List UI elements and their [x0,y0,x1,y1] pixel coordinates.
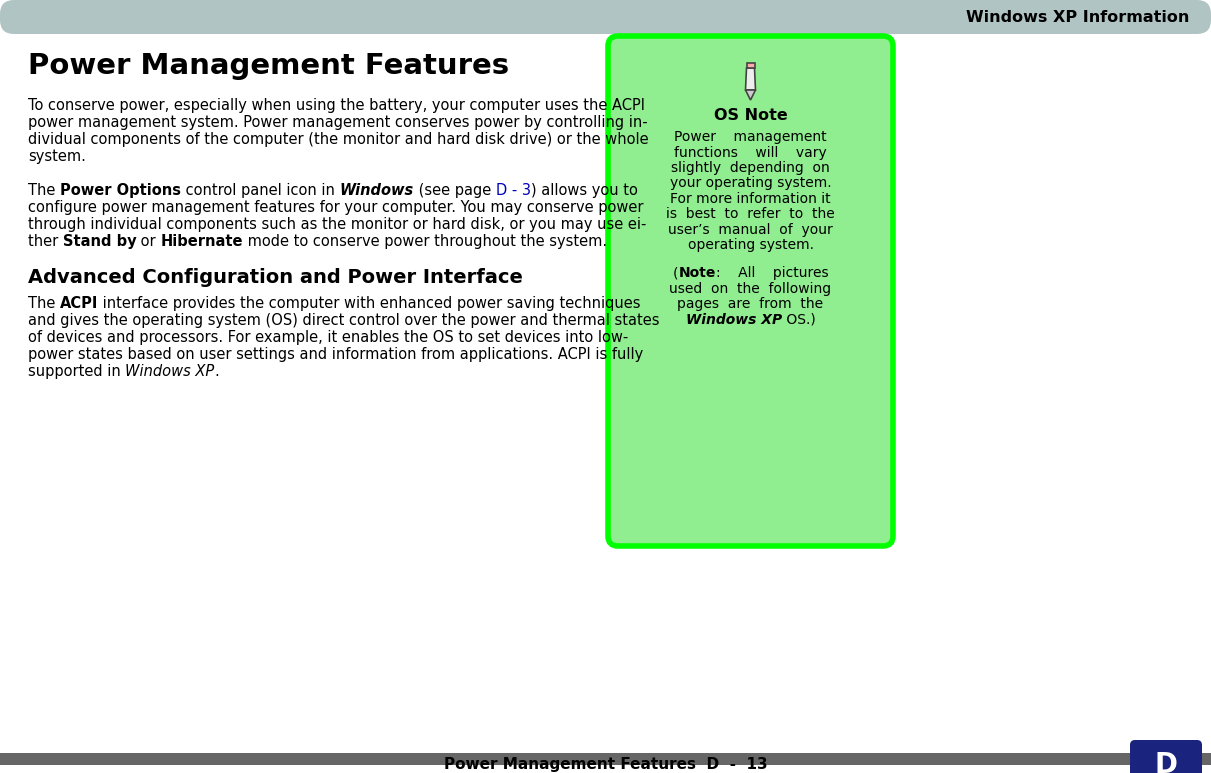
Text: The: The [28,296,61,311]
Text: dividual components of the computer (the monitor and hard disk drive) or the who: dividual components of the computer (the… [28,132,649,147]
Text: functions    will    vary: functions will vary [675,145,827,159]
Text: system.: system. [28,149,86,164]
Text: of devices and processors. For example, it enables the OS to set devices into lo: of devices and processors. For example, … [28,330,629,345]
Text: operating system.: operating system. [688,239,814,253]
Text: through individual components such as the monitor or hard disk, or you may use e: through individual components such as th… [28,217,647,232]
Text: D: D [1154,751,1177,773]
Polygon shape [746,90,756,100]
Text: configure power management features for your computer. You may conserve power: configure power management features for … [28,200,643,215]
Text: :    All    pictures: : All pictures [716,267,828,281]
Text: ACPI: ACPI [61,296,98,311]
Text: (: ( [673,267,678,281]
Text: ther: ther [28,234,63,249]
Text: power states based on user settings and information from applications. ACPI is f: power states based on user settings and … [28,347,643,362]
Text: supported in: supported in [28,364,126,379]
Text: Hibernate: Hibernate [161,234,243,249]
Text: Windows XP: Windows XP [126,364,214,379]
Text: OS.): OS.) [781,313,815,327]
Text: ) allows you to: ) allows you to [530,183,637,198]
Text: and gives the operating system (OS) direct control over the power and thermal st: and gives the operating system (OS) dire… [28,313,660,328]
Text: Power Management Features: Power Management Features [28,52,509,80]
Text: your operating system.: your operating system. [670,176,831,190]
Text: OS Note: OS Note [713,108,787,123]
Text: control panel icon in: control panel icon in [180,183,339,198]
Text: Power    management: Power management [675,130,827,144]
Text: Stand by: Stand by [63,234,137,249]
Text: Power Options: Power Options [61,183,180,198]
Text: Advanced Configuration and Power Interface: Advanced Configuration and Power Interfa… [28,268,523,287]
Text: Power Management Features  D  -  13: Power Management Features D - 13 [443,758,768,772]
Text: mode to conserve power throughout the system.: mode to conserve power throughout the sy… [243,234,608,249]
Text: For more information it: For more information it [670,192,831,206]
Text: or: or [137,234,161,249]
Text: The: The [28,183,61,198]
Text: is  best  to  refer  to  the: is best to refer to the [666,207,834,222]
Text: Windows: Windows [339,183,414,198]
FancyBboxPatch shape [608,36,893,546]
Polygon shape [746,68,756,90]
Bar [0,753,1211,765]
Text: pages  are  from  the: pages are from the [677,298,823,312]
FancyBboxPatch shape [1130,740,1203,773]
Polygon shape [746,63,754,68]
Text: Windows XP: Windows XP [685,313,781,327]
Text: power management system. Power management conserves power by controlling in-: power management system. Power managemen… [28,115,648,130]
FancyBboxPatch shape [0,0,1211,34]
Text: .: . [214,364,219,379]
Text: Note: Note [678,267,716,281]
Text: interface provides the computer with enhanced power saving techniques: interface provides the computer with enh… [98,296,641,311]
Text: user’s  manual  of  your: user’s manual of your [668,223,833,237]
Text: used  on  the  following: used on the following [670,282,832,296]
Text: To conserve power, especially when using the battery, your computer uses the ACP: To conserve power, especially when using… [28,98,645,113]
Text: D - 3: D - 3 [495,183,530,198]
Text: (see page: (see page [414,183,495,198]
Text: Windows XP Information: Windows XP Information [965,9,1189,25]
Text: slightly  depending  on: slightly depending on [671,161,830,175]
